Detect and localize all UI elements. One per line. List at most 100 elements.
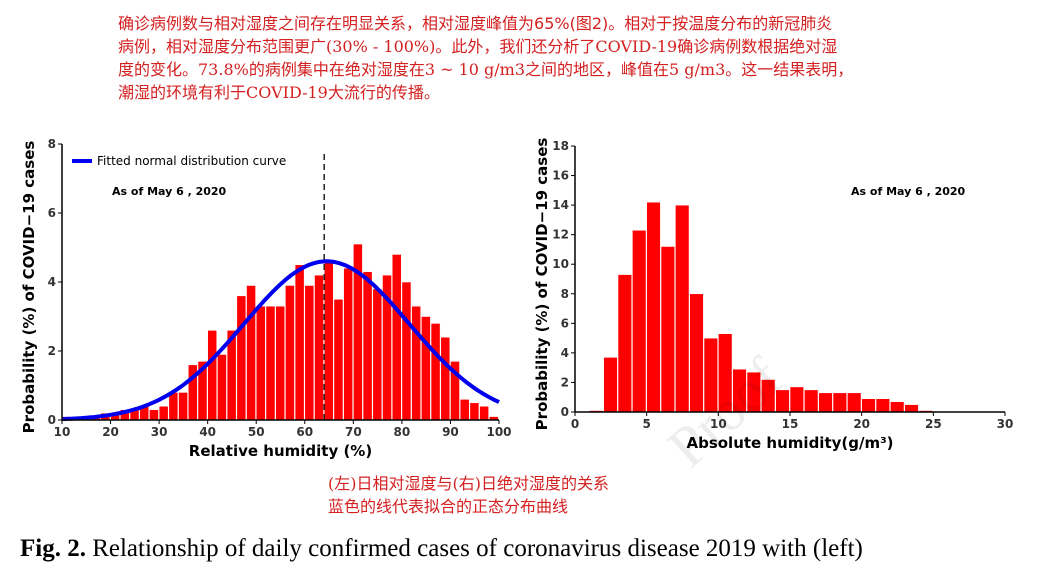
bar <box>294 264 305 421</box>
bar <box>343 267 354 421</box>
bar <box>832 392 848 413</box>
annotation-paragraph: 确诊病例数与相对湿度之间存在明显关系，相对湿度峰值为65%(图2)。相对于按温度… <box>118 12 998 104</box>
x-axis-title: Absolute humidity(g/m³) <box>686 434 893 452</box>
bar <box>421 316 431 421</box>
x-tick-label: 100 <box>486 425 511 439</box>
bar <box>246 285 256 421</box>
figure-label: Fig. 2. <box>20 535 86 562</box>
relative-humidity-chart: 0 2 4 6 8 10 20 30 40 50 60 70 80 90 100 Relative humid… <box>20 137 512 460</box>
bar <box>718 333 733 413</box>
bar <box>333 298 344 421</box>
bar <box>660 246 676 413</box>
x-tick-label: 15 <box>782 417 799 431</box>
bar <box>411 305 422 421</box>
x-tick-label: 60 <box>296 425 313 439</box>
annotation-line-2: 病例，相对湿度分布范围更广(30% - 100%)。此外，我们还分析了COVID… <box>118 37 838 56</box>
bar <box>168 392 179 421</box>
bar <box>732 368 747 413</box>
x-tick-label: 80 <box>394 425 411 439</box>
bar <box>265 305 276 421</box>
legend-label: Fitted normal distribution curve <box>97 154 286 168</box>
bar <box>158 405 169 421</box>
bar <box>255 305 266 421</box>
bar <box>632 229 647 413</box>
bar <box>372 288 383 421</box>
bar <box>847 392 862 413</box>
bar <box>304 285 315 421</box>
bar <box>391 254 402 421</box>
bar <box>275 305 286 421</box>
y-tick-label: 12 <box>552 228 569 242</box>
bar <box>440 336 451 421</box>
figure-caption-text: Relationship of daily confirmed cases of… <box>85 535 863 562</box>
date-annotation: As of May 6 , 2020 <box>851 185 966 198</box>
x-tick-label: 30 <box>151 425 168 439</box>
y-tick-label: 4 <box>48 275 56 289</box>
bar <box>479 405 489 421</box>
bar <box>459 398 470 421</box>
annotation-line-1: 确诊病例数与相对湿度之间存在明显关系，相对湿度峰值为65%(图2)。相对于按温度… <box>118 14 833 33</box>
bar <box>746 371 762 413</box>
y-tick-label: 14 <box>552 198 569 212</box>
bar <box>323 261 334 421</box>
bar <box>430 323 441 421</box>
bar <box>703 337 719 413</box>
bar <box>875 398 891 413</box>
y-tick-label: 4 <box>561 346 569 360</box>
y-tick-label: 6 <box>561 316 569 330</box>
figure-caption: Fig. 2. Relationship of daily confirmed … <box>20 535 863 563</box>
x-tick-label: 5 <box>642 417 650 431</box>
absolute-humidity-chart: 0 2 4 6 8 10 12 14 16 18 0 5 10 15 20 25 30 Absolute humi… <box>533 138 1014 452</box>
bar <box>818 392 833 413</box>
bar <box>904 404 919 413</box>
x-tick-label: 90 <box>442 425 459 439</box>
y-axis-title: Probability (%) of COVID−19 cases <box>20 141 38 434</box>
bar <box>362 271 373 421</box>
bar <box>314 274 324 421</box>
bar <box>401 281 412 421</box>
bar <box>675 204 690 413</box>
y-axis-title: Probability (%) of COVID−19 cases <box>533 138 551 431</box>
y-tick-label: 6 <box>48 206 56 220</box>
x-tick-label: 40 <box>199 425 216 439</box>
bar <box>804 389 819 413</box>
y-tick-label: 16 <box>552 169 569 183</box>
bar <box>789 386 805 413</box>
highlight-value: 65%(图2) <box>534 14 609 33</box>
bar <box>149 409 159 421</box>
x-tick-label: 25 <box>925 417 942 431</box>
fitted-curve <box>61 259 500 422</box>
x-axis-title: Relative humidity (%) <box>189 442 372 460</box>
x-tick-label: 20 <box>102 425 119 439</box>
annotation-line-4: 潮湿的环境有利于COVID-19大流行的传播。 <box>118 83 440 102</box>
y-tick-label: 0 <box>561 405 569 419</box>
bar <box>285 285 295 421</box>
bar <box>617 274 633 413</box>
x-tick-label: 10 <box>54 425 71 439</box>
y-tick-label: 10 <box>552 257 569 271</box>
y-tick-label: 0 <box>48 413 56 427</box>
y-tick-label: 8 <box>561 287 569 301</box>
bar <box>217 354 227 421</box>
y-tick-label: 2 <box>48 344 56 358</box>
x-tick-label: 70 <box>345 425 362 439</box>
x-tick-label: 30 <box>997 417 1014 431</box>
bar <box>761 379 776 413</box>
x-tick-label: 10 <box>710 417 727 431</box>
bar <box>207 330 218 421</box>
bar <box>890 401 905 413</box>
chinese-caption: (左)日相对湿度与(右)日绝对湿度的关系 蓝色的线代表拟合的正态分布曲线 <box>328 472 609 518</box>
bar <box>603 357 618 413</box>
y-tick-label: 18 <box>552 139 569 153</box>
bar <box>646 201 661 413</box>
bar <box>689 293 704 413</box>
x-tick-label: 20 <box>853 417 870 431</box>
y-tick-label: 8 <box>48 137 56 151</box>
x-tick-label: 0 <box>571 417 579 431</box>
bar <box>469 402 480 421</box>
bar <box>236 295 247 421</box>
x-tick-label: 50 <box>248 425 265 439</box>
bar <box>775 389 790 413</box>
y-tick-label: 2 <box>561 375 569 389</box>
annotation-line-3: 度的变化。73.8%的病例集中在绝对湿度在3 ~ 10 g/m3之间的地区，峰值… <box>118 60 854 79</box>
